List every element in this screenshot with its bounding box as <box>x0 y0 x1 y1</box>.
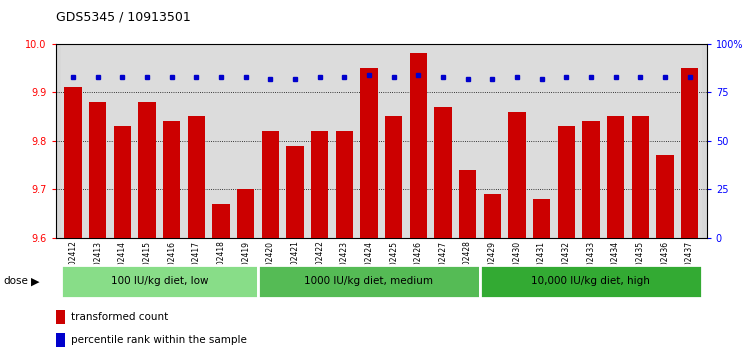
Bar <box>406 44 431 238</box>
Bar <box>234 44 258 238</box>
Bar <box>504 44 529 238</box>
FancyBboxPatch shape <box>258 265 480 298</box>
Bar <box>184 44 208 238</box>
Text: 1000 IU/kg diet, medium: 1000 IU/kg diet, medium <box>304 276 434 286</box>
Text: 10,000 IU/kg diet, high: 10,000 IU/kg diet, high <box>531 276 650 286</box>
Text: percentile rank within the sample: percentile rank within the sample <box>71 335 246 345</box>
Bar <box>607 117 624 238</box>
Bar <box>208 44 234 238</box>
Bar <box>356 44 382 238</box>
Bar <box>332 44 356 238</box>
Bar <box>382 44 406 238</box>
Bar <box>237 189 254 238</box>
Bar <box>484 194 501 238</box>
Bar <box>307 44 332 238</box>
Text: 100 IU/kg diet, low: 100 IU/kg diet, low <box>111 276 208 286</box>
Bar <box>336 131 353 238</box>
Bar <box>86 44 110 238</box>
FancyBboxPatch shape <box>61 265 258 298</box>
Bar <box>212 204 230 238</box>
Bar <box>579 44 603 238</box>
Bar <box>508 111 525 238</box>
Bar <box>311 131 328 238</box>
Bar <box>385 117 403 238</box>
Bar <box>56 310 65 324</box>
Bar <box>533 199 551 238</box>
FancyBboxPatch shape <box>480 265 702 298</box>
Bar <box>431 44 455 238</box>
Bar <box>110 44 135 238</box>
Bar <box>262 131 279 238</box>
Bar <box>632 117 649 238</box>
Bar <box>258 44 283 238</box>
Bar <box>159 44 184 238</box>
Bar <box>681 68 698 238</box>
Bar <box>56 333 65 347</box>
Bar <box>114 126 131 238</box>
Text: transformed count: transformed count <box>71 312 168 322</box>
Text: GDS5345 / 10913501: GDS5345 / 10913501 <box>56 11 190 24</box>
Bar <box>656 155 673 238</box>
Bar <box>529 44 554 238</box>
Bar <box>603 44 628 238</box>
Bar <box>135 44 159 238</box>
Text: ▶: ▶ <box>31 276 39 286</box>
Bar <box>459 170 476 238</box>
Bar <box>89 102 106 238</box>
Bar <box>187 117 205 238</box>
Bar <box>138 102 155 238</box>
Bar <box>455 44 480 238</box>
Bar <box>283 44 307 238</box>
Bar <box>286 146 304 238</box>
Bar <box>410 53 427 238</box>
Bar <box>65 87 82 238</box>
Bar <box>360 68 378 238</box>
Bar <box>628 44 652 238</box>
Bar <box>557 126 575 238</box>
Bar <box>583 121 600 238</box>
Bar <box>652 44 677 238</box>
Bar <box>163 121 180 238</box>
Bar <box>554 44 579 238</box>
Text: dose: dose <box>4 276 28 286</box>
Bar <box>61 44 86 238</box>
Bar <box>434 107 452 238</box>
Bar <box>480 44 504 238</box>
Bar <box>677 44 702 238</box>
